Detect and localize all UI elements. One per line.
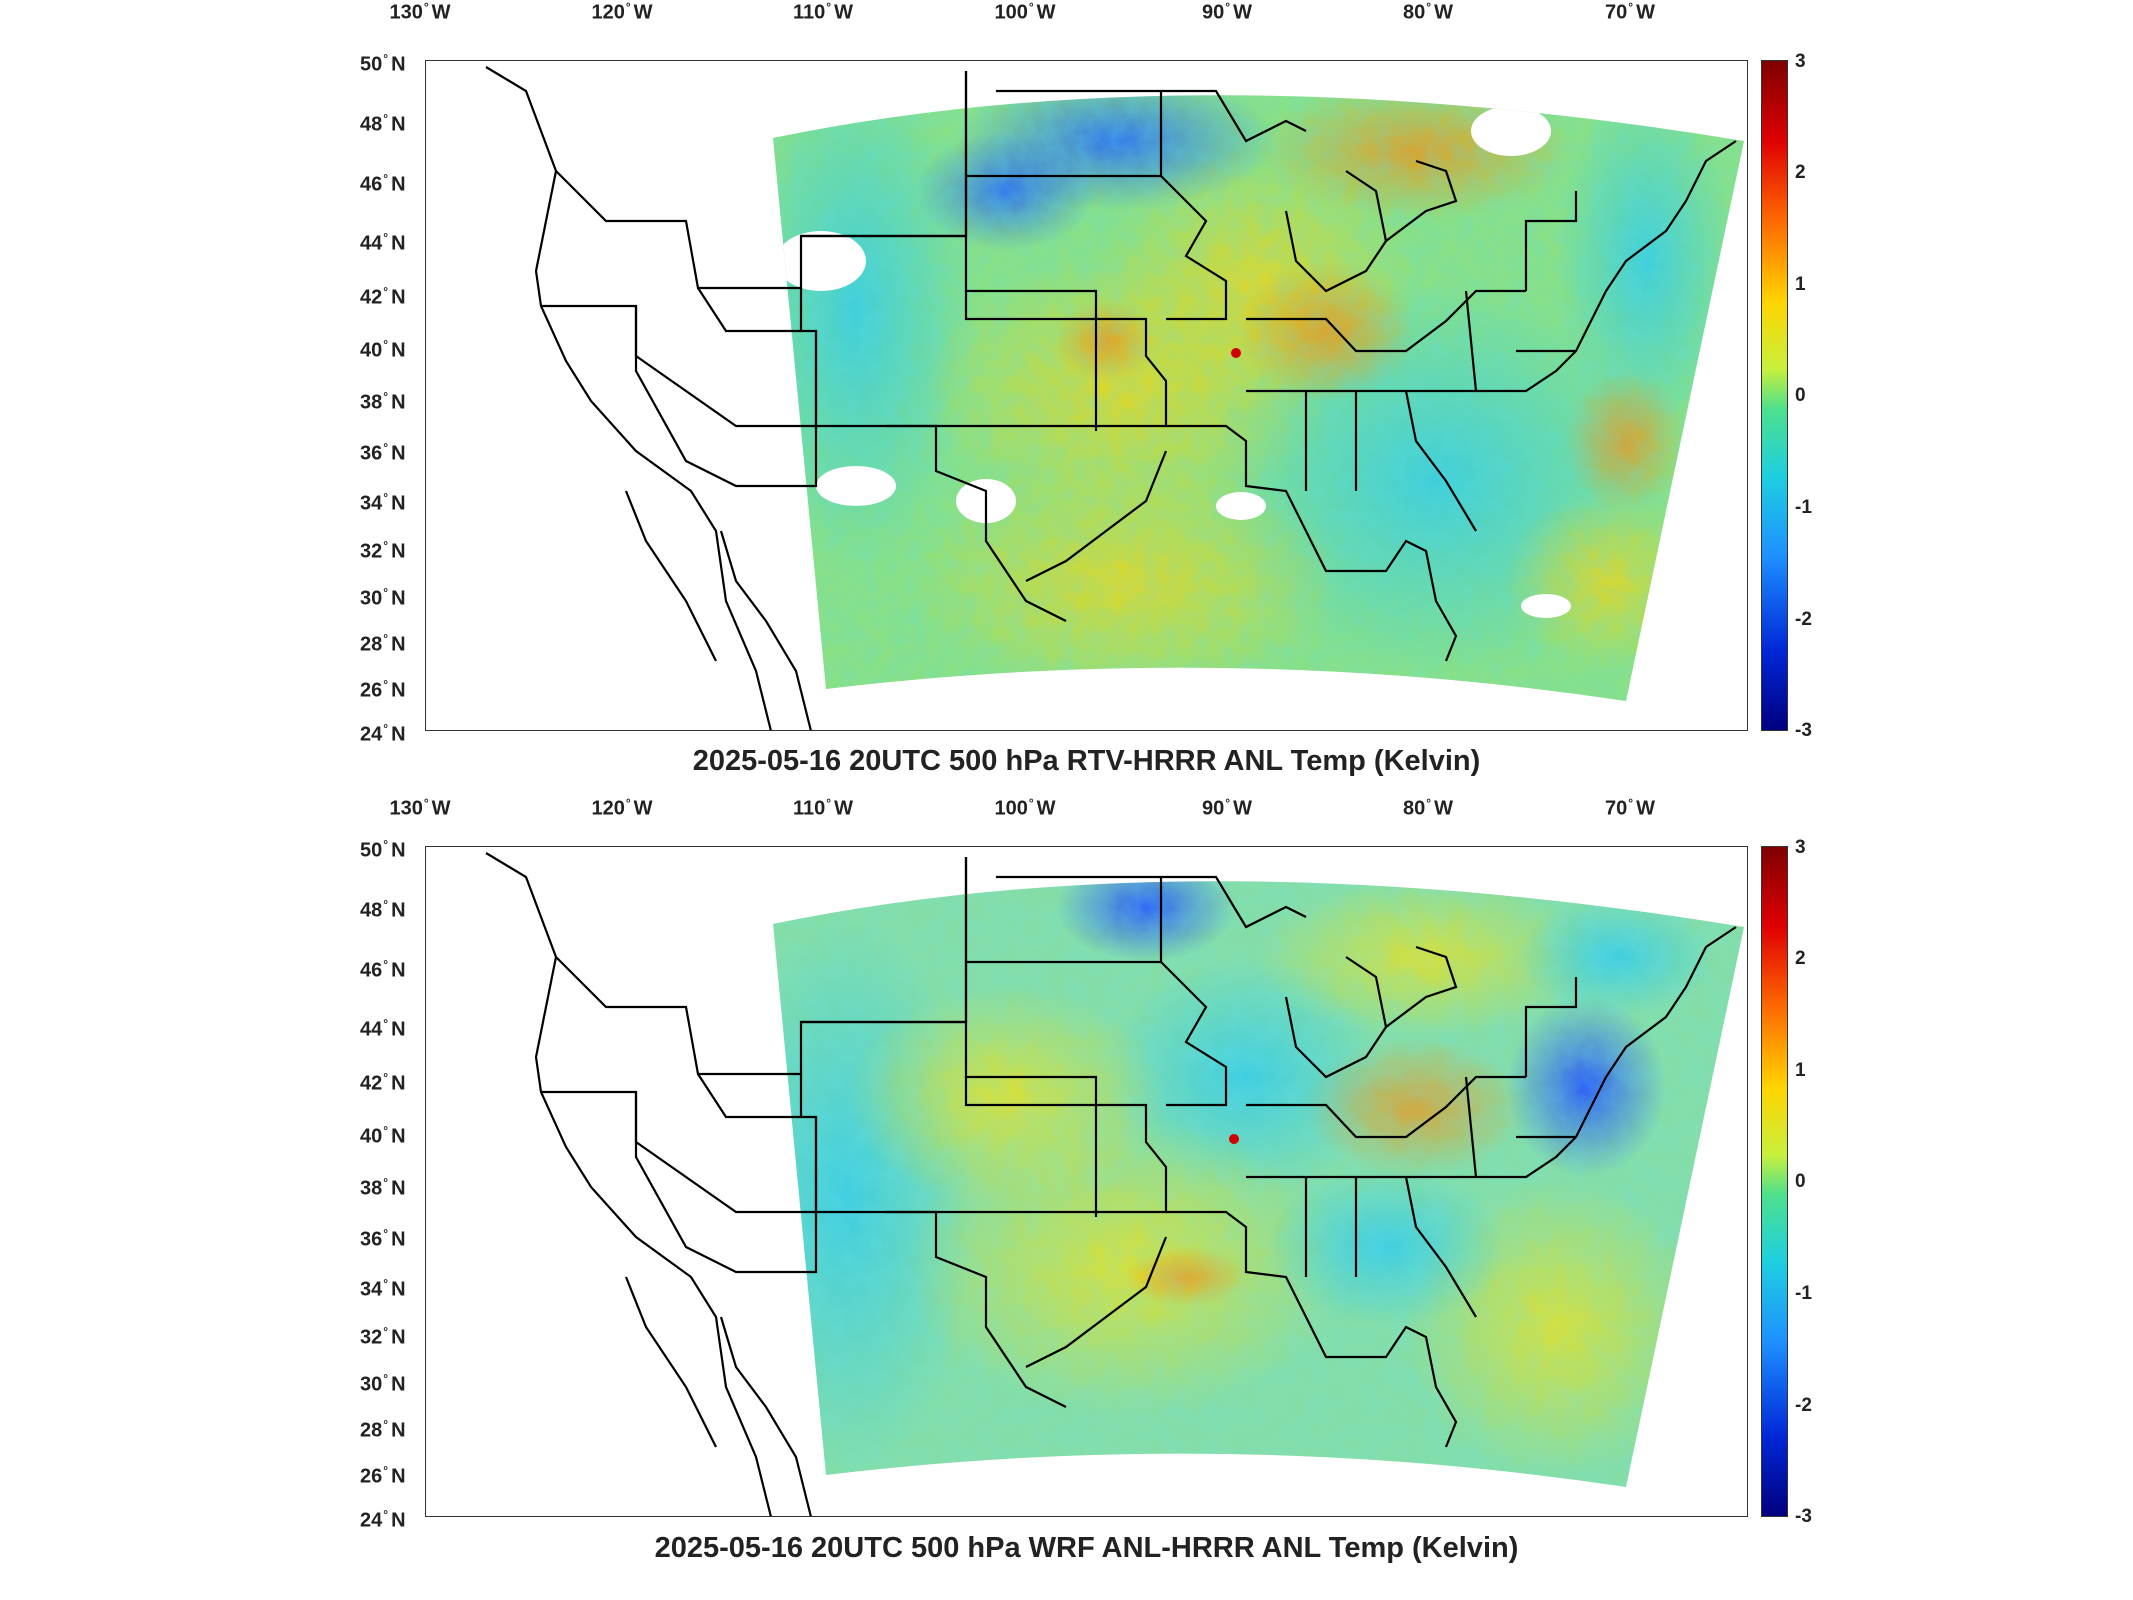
lat-label: 36° N xyxy=(360,1226,406,1251)
colorbar-tick: 1 xyxy=(1795,274,1806,295)
colorbar-tick: 0 xyxy=(1795,385,1806,406)
temperature-field xyxy=(773,881,1744,1487)
coastlines-and-borders xyxy=(485,66,1737,730)
lat-label: 24° N xyxy=(360,721,406,746)
lon-label: 120° W xyxy=(591,0,653,24)
lon-label: 120° W xyxy=(591,796,653,820)
lon-label: 80° W xyxy=(1403,0,1453,24)
map-plot xyxy=(425,60,1748,731)
map-plot xyxy=(425,846,1748,1517)
colorbar-tick: 0 xyxy=(1795,1171,1806,1192)
lat-label: 30° N xyxy=(360,1371,406,1396)
colorbar-tick: -2 xyxy=(1795,609,1812,630)
colorbar-tick: -2 xyxy=(1795,1395,1812,1416)
lat-label: 24° N xyxy=(360,1507,406,1532)
lat-label: 38° N xyxy=(360,389,406,414)
lat-label: 50° N xyxy=(360,51,406,76)
colorbar-tick: -1 xyxy=(1795,1283,1812,1304)
lat-label: 28° N xyxy=(360,631,406,656)
colorbar-tick: -3 xyxy=(1795,1506,1812,1527)
colorbar xyxy=(1761,60,1788,731)
lat-label: 48° N xyxy=(360,111,406,136)
colorbar-tick: 1 xyxy=(1795,1060,1806,1081)
panel-title: 2025-05-16 20UTC 500 hPa RTV-HRRR ANL Te… xyxy=(692,745,1481,777)
lon-label: 100° W xyxy=(994,796,1056,820)
lat-label: 32° N xyxy=(360,1324,406,1349)
lat-label: 42° N xyxy=(360,1070,406,1095)
colorbar-tick: 3 xyxy=(1795,51,1806,72)
lat-label: 26° N xyxy=(360,1463,406,1488)
lon-label: 110° W xyxy=(793,796,853,820)
lat-label: 30° N xyxy=(360,585,406,610)
lat-label: 44° N xyxy=(360,230,406,255)
lat-label: 48° N xyxy=(360,897,406,922)
lat-label: 46° N xyxy=(360,171,406,196)
colorbar-tick: -1 xyxy=(1795,497,1812,518)
lat-label: 34° N xyxy=(360,1276,406,1301)
colorbar xyxy=(1761,846,1788,1517)
lon-label: 130° W xyxy=(389,0,451,24)
lon-label: 100° W xyxy=(994,0,1056,24)
lat-label: 32° N xyxy=(360,538,406,563)
lat-label: 40° N xyxy=(360,1123,406,1148)
lat-label: 50° N xyxy=(360,837,406,862)
lat-label: 34° N xyxy=(360,490,406,515)
coastlines-and-borders xyxy=(485,852,1737,1516)
lon-label: 90° W xyxy=(1202,0,1252,24)
lon-label: 90° W xyxy=(1202,796,1252,820)
lat-label: 40° N xyxy=(360,337,406,362)
colorbar-tick: -3 xyxy=(1795,720,1812,741)
lat-label: 46° N xyxy=(360,957,406,982)
lat-label: 38° N xyxy=(360,1175,406,1200)
lon-label: 130° W xyxy=(389,796,451,820)
panel-title: 2025-05-16 20UTC 500 hPa WRF ANL-HRRR AN… xyxy=(654,1532,1519,1564)
map-svg xyxy=(485,66,1744,730)
lat-label: 36° N xyxy=(360,440,406,465)
colorbar-tick: 2 xyxy=(1795,162,1806,183)
lon-label: 70° W xyxy=(1605,796,1655,820)
lat-label: 26° N xyxy=(360,677,406,702)
map-svg xyxy=(485,852,1744,1516)
colorbar-tick: 2 xyxy=(1795,948,1806,969)
lat-label: 44° N xyxy=(360,1016,406,1041)
temperature-field xyxy=(773,95,1744,701)
lat-label: 28° N xyxy=(360,1417,406,1442)
colorbar-tick: 3 xyxy=(1795,837,1806,858)
lat-label: 42° N xyxy=(360,284,406,309)
lon-label: 110° W xyxy=(793,0,853,24)
lon-label: 70° W xyxy=(1605,0,1655,24)
lon-label: 80° W xyxy=(1403,796,1453,820)
